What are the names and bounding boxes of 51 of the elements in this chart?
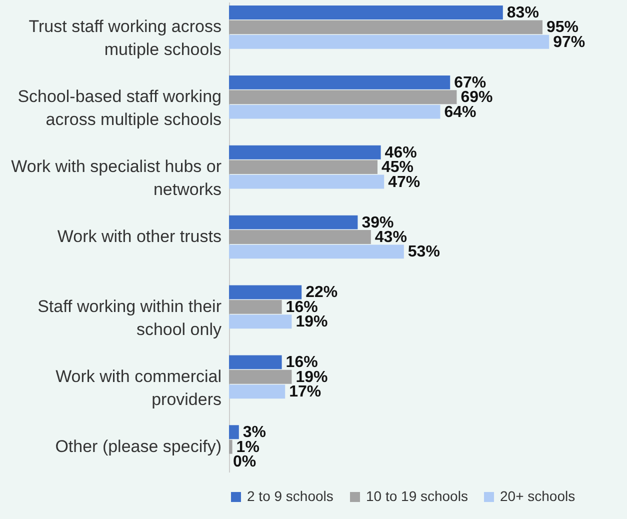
bar xyxy=(229,300,282,314)
data-label: 95% xyxy=(546,19,579,36)
y-tick-label: Other (please specify) xyxy=(55,436,222,456)
data-label: 45% xyxy=(382,159,414,176)
bar xyxy=(229,244,404,259)
bar xyxy=(229,440,232,454)
y-tick-label: Staff working within their school only xyxy=(38,296,222,339)
data-label: 46% xyxy=(384,144,417,162)
y-tick-label: School-based staff working across multiple schools xyxy=(18,87,222,130)
bar xyxy=(229,34,550,49)
y-tick-label: Work with commercial providers xyxy=(56,366,222,409)
bar xyxy=(229,5,503,20)
bar xyxy=(229,104,440,119)
data-label: 47% xyxy=(388,174,420,191)
bar xyxy=(229,160,378,174)
data-label: 0% xyxy=(233,454,256,471)
data-label: 97% xyxy=(553,34,586,51)
y-tick-label: Work with other trusts xyxy=(57,227,222,246)
bar xyxy=(229,314,292,329)
data-label: 17% xyxy=(289,384,322,401)
data-label: 39% xyxy=(362,214,394,232)
data-label: 43% xyxy=(374,229,407,246)
bar xyxy=(229,370,292,384)
bar xyxy=(229,75,450,90)
data-label: 22% xyxy=(306,284,338,302)
data-label: 3% xyxy=(242,424,266,442)
bar xyxy=(229,285,302,300)
bar xyxy=(229,425,239,440)
data-label: 83% xyxy=(506,4,539,22)
data-label: 69% xyxy=(460,89,493,106)
data-label: 53% xyxy=(408,244,440,261)
bar xyxy=(229,174,384,189)
data-label: 16% xyxy=(286,354,318,372)
data-label: 16% xyxy=(286,298,318,316)
bar xyxy=(229,384,286,399)
data-label: 67% xyxy=(454,74,486,92)
data-label: 19% xyxy=(296,314,328,331)
legend-label: 10 to 19 schools xyxy=(366,488,468,504)
bar xyxy=(229,20,542,34)
data-label: 1% xyxy=(236,438,260,456)
legend-label: 2 to 9 schools xyxy=(247,488,334,504)
y-tick-label: Trust staff working across mutiple schools xyxy=(28,17,222,60)
data-label: 64% xyxy=(444,104,476,121)
data-label: 19% xyxy=(296,368,328,386)
bar xyxy=(229,355,282,370)
bar xyxy=(229,215,358,230)
bar xyxy=(229,90,457,104)
legend-label: 20+ schools xyxy=(500,488,576,504)
bar xyxy=(229,230,371,244)
y-tick-label: Work with specialist hubs or networks xyxy=(11,157,222,200)
bar xyxy=(229,145,381,160)
